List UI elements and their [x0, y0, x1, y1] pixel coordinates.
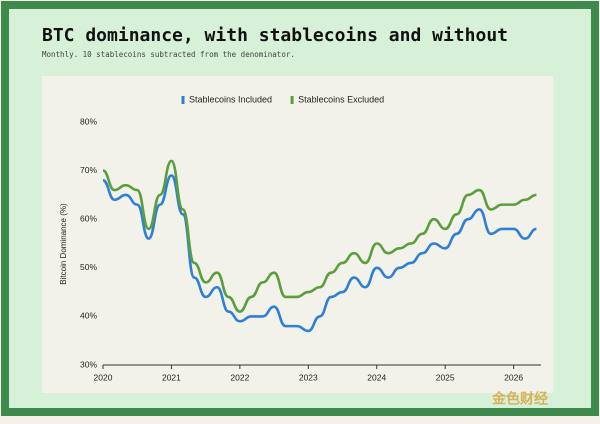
chart-title: BTC dominance, with stablecoins and with… — [42, 25, 508, 46]
y-tick-label: 60% — [80, 213, 97, 223]
legend-label: Stablecoins Included — [189, 94, 272, 104]
legend-label: Stablecoins Excluded — [298, 94, 384, 104]
y-tick-label: 30% — [80, 359, 97, 369]
x-tick-label: 2023 — [299, 372, 318, 382]
y-tick-label: 50% — [80, 262, 97, 272]
x-tick-label: 2021 — [162, 372, 181, 382]
x-tick-label: 2022 — [230, 372, 249, 382]
series-line — [102, 159, 537, 313]
y-tick-label: 70% — [80, 165, 97, 175]
y-axis-label: Bitcoin Dominance (%) — [59, 203, 68, 285]
y-tick-label: 80% — [80, 116, 97, 126]
x-tick-label: 2020 — [94, 372, 113, 382]
x-tick-label: 2025 — [436, 372, 455, 382]
chart-card — [42, 76, 553, 393]
watermark: 金色财经 — [491, 391, 548, 407]
chart-subtitle: Monthly. 10 stablecoins subtracted from … — [42, 50, 295, 59]
series-line — [102, 174, 537, 333]
x-tick-label: 2026 — [504, 372, 523, 382]
x-tick-label: 2024 — [367, 372, 386, 382]
y-tick-label: 40% — [80, 311, 97, 321]
